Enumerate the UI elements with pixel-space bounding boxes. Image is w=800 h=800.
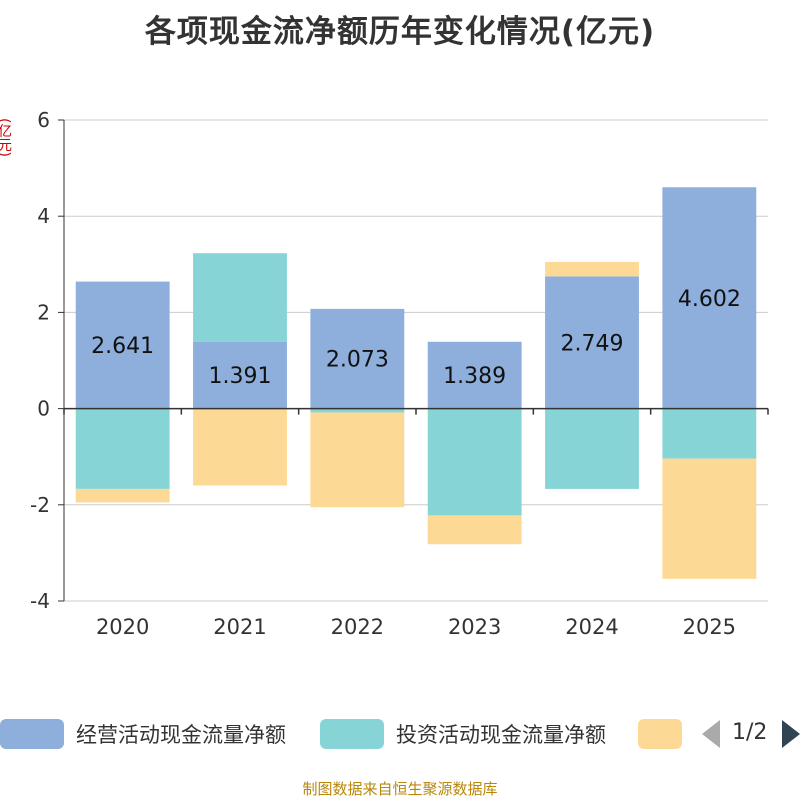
x-tick-label: 2020: [96, 615, 149, 639]
data-label-2020: 2.641: [91, 334, 154, 359]
legend-label-investing: 投资活动现金流量净额: [396, 723, 606, 747]
legend-page-indicator: 1/2: [732, 720, 768, 745]
bar-2-2025: [662, 408, 757, 459]
chart-title: 各项现金流净额历年变化情况(亿元): [144, 14, 656, 50]
bar-3-2022: [310, 412, 405, 508]
bar-1-2022: [310, 308, 405, 409]
legend-item-financing[interactable]: [638, 718, 694, 750]
bar-1-2023: [427, 341, 522, 409]
bar-2-2024: [545, 408, 639, 489]
bar-3-2024: [545, 261, 639, 277]
bar-2-2023: [427, 408, 522, 516]
x-tick-label: 2021: [213, 615, 266, 639]
chart-canvas: -4 -2 0 2 4 6 2.641 2020 1.391 2021 2.073 2022 1.389…: [30, 108, 769, 639]
x-tick-label: 2025: [683, 615, 736, 639]
legend-item-investing[interactable]: 投资活动现金流量净额: [320, 718, 606, 750]
legend-swatch-financing: [638, 719, 682, 749]
data-label-2023: 1.389: [443, 364, 506, 389]
x-tick-label: 2024: [565, 615, 618, 639]
data-label-2024: 2.749: [561, 331, 624, 356]
bar-3-2023: [427, 515, 522, 545]
legend-next-icon[interactable]: [782, 720, 800, 748]
legend: 经营活动现金流量净额 投资活动现金流量净额: [0, 718, 800, 750]
bar-1-2020: [75, 281, 170, 409]
x-tick-label: 2022: [331, 615, 384, 639]
legend-label-operating: 经营活动现金流量净额: [76, 723, 286, 747]
data-label-2025: 4.602: [678, 287, 741, 312]
bar-3-2021: [193, 408, 287, 486]
legend-swatch-operating: [0, 719, 64, 749]
bar-3-2025: [662, 458, 757, 579]
legend-prev-icon[interactable]: [702, 720, 720, 748]
y-tick-label: 2: [37, 300, 50, 324]
y-tick-label: 4: [37, 204, 50, 228]
y-tick-label: -2: [30, 493, 50, 517]
bar-1-2025: [662, 187, 757, 409]
legend-swatch-investing: [320, 719, 384, 749]
bar-1-2024: [545, 276, 639, 409]
data-source-note: 制图数据来自恒生聚源数据库: [302, 780, 498, 798]
y-tick-label: 6: [37, 108, 50, 132]
legend-item-operating[interactable]: 经营活动现金流量净额: [0, 718, 286, 750]
bar-2-2022: [310, 408, 405, 413]
data-label-2021: 1.391: [209, 364, 272, 389]
y-tick-label: 0: [37, 397, 50, 421]
data-label-2022: 2.073: [326, 348, 389, 373]
y-axis-unit: (亿元): [0, 118, 12, 157]
bar-2-2020: [75, 408, 170, 489]
bar-2-2021: [193, 253, 287, 342]
bar-3-2020: [75, 488, 170, 503]
bar-1-2021: [193, 341, 287, 409]
y-tick-label: -4: [30, 589, 50, 613]
x-tick-label: 2023: [448, 615, 501, 639]
